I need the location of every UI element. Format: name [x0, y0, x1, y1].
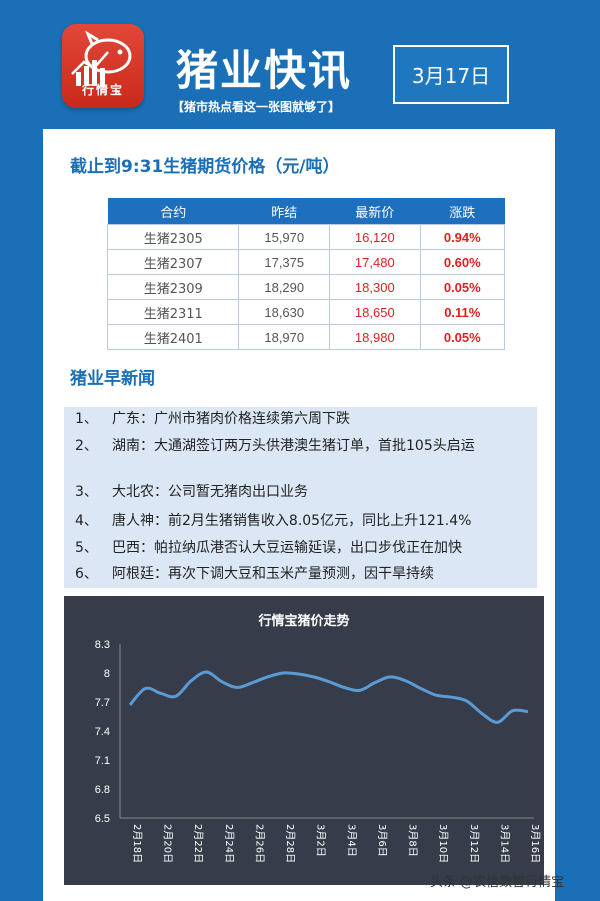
footer-credit: 头条 @农信数智行情宝 [430, 875, 565, 890]
header: 行情宝 猪业快讯 3月17日 【猪市热点看这一张图就够了】 [0, 0, 600, 129]
y-tick-label: 7.7 [95, 697, 110, 709]
cell-change: 0.05% [419, 324, 506, 350]
cell-contract: 生猪2305 [106, 224, 240, 250]
logo-text: 行情宝 [81, 83, 124, 97]
news-number: 1、 [75, 411, 98, 427]
x-tick-label: 3月14日 [498, 824, 510, 863]
cell-latest: 17,480 [329, 249, 421, 275]
y-tick-label: 8 [104, 668, 110, 680]
x-tick-label: 2月18日 [131, 824, 143, 863]
chart-plot: 6.5 6.8 7.1 7.4 7.7 8 8.3 2月18日 2月20日 2月22日 2月24日 2… [95, 639, 541, 863]
table-header-row: 合约 昨结 最新价 涨跌 [107, 198, 505, 225]
news-section-title: 猪业早新闻 [70, 369, 155, 389]
table-row: 生猪2305 15,970 16,120 0.94% [106, 224, 506, 250]
cell-prev-settle: 15,970 [238, 224, 331, 250]
x-tick-label: 2月22日 [192, 824, 204, 863]
cell-latest: 16,120 [329, 224, 421, 250]
news-text: 唐人神：前2月生猪销售收入8.05亿元，同比上升121.4% [112, 513, 472, 529]
news-number: 3、 [75, 484, 98, 500]
price-trend-chart: 行情宝猪价走势 6.5 6.8 7.1 7.4 7.7 8 8.3 2月18日 2月20日 2月2… [64, 596, 544, 885]
y-tick-label: 6.5 [95, 813, 110, 825]
cell-contract: 生猪2309 [106, 274, 240, 300]
cell-contract: 生猪2311 [106, 299, 240, 325]
date-badge: 3月17日 [393, 45, 509, 104]
x-tick-label: 3月4日 [345, 824, 357, 857]
y-tick-label: 7.4 [95, 726, 110, 738]
chart-title: 行情宝猪价走势 [258, 614, 350, 629]
y-tick-label: 6.8 [95, 784, 110, 796]
y-tick-label: 7.1 [95, 755, 110, 767]
pig-chart-icon [71, 30, 132, 86]
table-row: 生猪2401 18,970 18,980 0.05% [106, 324, 506, 350]
cell-change: 0.94% [419, 224, 506, 250]
cell-change: 0.05% [419, 274, 506, 300]
x-tick-label: 2月20日 [162, 824, 174, 863]
table-row: 生猪2311 18,630 18,650 0.11% [106, 299, 506, 325]
slogan: 【猪市热点看这一张图就够了】 [172, 100, 341, 114]
cell-latest: 18,650 [329, 299, 421, 325]
x-tick-label: 3月16日 [529, 824, 541, 863]
column-header-change: 涨跌 [420, 198, 505, 225]
news-text: 湖南：大通湖签订两万头供港澳生猪订单，首批105头启运 [112, 438, 475, 454]
x-tick-label: 3月10日 [437, 824, 449, 863]
futures-price-table: 合约 昨结 最新价 涨跌 生猪2305 15,970 16,120 0.94% … [106, 198, 506, 350]
news-text: 广东：广州市猪肉价格连续第六周下跌 [112, 411, 350, 427]
table-row: 生猪2309 18,290 18,300 0.05% [106, 274, 506, 300]
futures-section-title: 截止到9:31生猪期货价格（元/吨） [70, 157, 340, 177]
cell-prev-settle: 17,375 [238, 249, 331, 275]
cell-contract: 生猪2401 [106, 324, 240, 350]
x-tick-label: 2月24日 [223, 824, 235, 863]
cell-prev-settle: 18,630 [238, 299, 331, 325]
x-tick-label: 3月2日 [315, 824, 327, 857]
page-title: 猪业快讯 [176, 46, 353, 95]
cell-contract: 生猪2307 [106, 249, 240, 275]
column-header-contract: 合约 [107, 198, 239, 225]
column-header-latest: 最新价 [329, 198, 421, 225]
price-series-line [128, 670, 529, 724]
cell-latest: 18,300 [329, 274, 421, 300]
cell-prev-settle: 18,290 [238, 274, 331, 300]
cell-change: 0.11% [419, 299, 506, 325]
table-row: 生猪2307 17,375 17,480 0.60% [106, 249, 506, 275]
cell-prev-settle: 18,970 [238, 324, 331, 350]
x-tick-label: 2月28日 [284, 824, 296, 863]
x-tick-label: 2月26日 [253, 824, 265, 863]
x-tick-label: 3月6日 [376, 824, 388, 857]
news-text: 大北农：公司暂无猪肉出口业务 [112, 484, 308, 500]
x-tick-label: 3月8日 [407, 824, 419, 857]
news-number: 6、 [75, 566, 98, 582]
news-list: 1、 广东：广州市猪肉价格连续第六周下跌 2、 湖南：大通湖签订两万头供港澳生猪… [64, 407, 537, 588]
news-number: 2、 [75, 438, 98, 454]
y-tick-label: 8.3 [95, 639, 110, 651]
app-logo: 行情宝 [62, 24, 144, 108]
cell-change: 0.60% [419, 249, 506, 275]
news-number: 4、 [75, 513, 98, 529]
news-text: 阿根廷：再次下调大豆和玉米产量预测，因干旱持续 [112, 566, 434, 582]
column-header-prev-settle: 昨结 [238, 198, 330, 225]
cell-latest: 18,980 [329, 324, 421, 350]
news-number: 5、 [75, 540, 98, 556]
x-tick-label: 3月12日 [468, 824, 480, 863]
news-text: 巴西：帕拉纳瓜港否认大豆运输延误，出口步伐正在加快 [112, 540, 462, 556]
